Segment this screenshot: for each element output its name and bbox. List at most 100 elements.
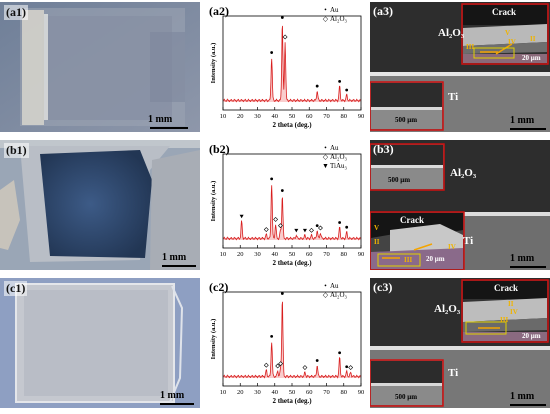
- peak-marker-al2o3: [263, 227, 269, 232]
- x-tick-label: 90: [358, 389, 365, 396]
- row-c: (c1) 1 mm 10 20 30 40 50 60 70 80 90 2 theta (deg…: [0, 276, 550, 412]
- sem-image-c3: (c3) Al₂O₃ Ti Crack IV II III 20 μm 500 …: [370, 278, 550, 408]
- xrd-plot-b2: 10 20 30 40 50 60 70 80 90 2 theta (deg.) Intensit…: [210, 153, 365, 267]
- peak-marker-al2o3: [348, 365, 354, 370]
- peak-marker-au: [315, 359, 319, 362]
- row-a: (a1) 1 mm 10 20 30 40 50 60 70 80 90 2 theta (deg…: [0, 0, 550, 136]
- peak-marker-au: [280, 292, 284, 295]
- peak-marker-au: [338, 351, 342, 355]
- peak-marker-al2o3: [278, 223, 283, 229]
- scale-bar-b3: [510, 266, 546, 268]
- x-tick-label: 30: [254, 251, 261, 258]
- optical-photo-a1: (a1) 1 mm: [0, 2, 200, 132]
- material-label-lower: Ti: [463, 235, 474, 247]
- material-label-lower: Ti: [448, 367, 459, 379]
- optical-photo-b1: (b1) 1 mm: [0, 140, 200, 270]
- roman-label: II: [508, 300, 514, 308]
- peak-marker-au: [345, 88, 349, 92]
- x-tick-label: 20: [237, 251, 244, 258]
- peak-marker-tiau3: [239, 214, 244, 219]
- panel-label-c1: (c1): [4, 281, 28, 296]
- legend-c2: • Au ◇ Al₂O₃: [321, 282, 347, 300]
- optical-image-b1: [0, 140, 200, 270]
- roman-label: V: [374, 224, 380, 232]
- x-tick-label: 40: [272, 113, 279, 120]
- scale-bar-a3: [510, 128, 546, 130]
- x-tick-label: 60: [306, 113, 313, 120]
- inset-scale-label: 20 μm: [522, 332, 541, 340]
- optical-photo-c1: (c1) 1 mm: [0, 278, 200, 408]
- scale-label-a3: 1 mm: [510, 115, 535, 126]
- roman-label: IV: [448, 243, 456, 251]
- legend-item: ◇ Al₂O₃: [322, 15, 347, 23]
- xrd-plot-c2: 10 20 30 40 50 60 70 80 90 2 theta (deg.) Intensit…: [210, 291, 365, 405]
- panel-label-a3: (a3): [373, 4, 393, 18]
- sem-cross-section-a3: [370, 2, 550, 132]
- scale-bar-a1: [150, 127, 188, 129]
- x-tick-label: 10: [220, 251, 227, 258]
- crack-label: Crack: [494, 283, 518, 293]
- xrd-plot-a2: 10 20 30 40 50 60 70 80 90 2 theta (deg.) Intensit…: [210, 15, 365, 129]
- x-tick-label: 20: [237, 113, 244, 120]
- legend-item: • Au: [324, 6, 339, 14]
- legend-item: ◇ Al₂O₃: [322, 291, 347, 299]
- peak-marker-al2o3: [275, 363, 281, 369]
- x-tick-label: 60: [306, 389, 313, 396]
- roman-label: II: [374, 238, 380, 246]
- optical-image-c1: [0, 278, 200, 408]
- x-tick-label: 70: [323, 113, 330, 120]
- panel-label-a1: (a1): [4, 5, 28, 20]
- x-tick-label: 90: [358, 251, 365, 258]
- legend-item: • Au: [324, 282, 339, 290]
- panel-label-b2: (b2): [209, 142, 230, 156]
- inset-scale-label: 500 μm: [395, 393, 418, 401]
- scale-label-b1: 1 mm: [162, 252, 187, 263]
- x-tick-label: 70: [323, 251, 330, 258]
- peak-marker-al2o3: [263, 362, 269, 368]
- peak-marker-au: [338, 221, 342, 224]
- legend-a2: • Au ◇ Al₂O₃: [321, 6, 347, 24]
- inset-scale-label: 500 μm: [388, 176, 411, 184]
- x-tick-label: 40: [272, 251, 279, 258]
- x-tick-label: 20: [237, 389, 244, 396]
- y-axis-label: Intensity (a.u.): [210, 319, 217, 360]
- optical-image-a1: [0, 2, 200, 132]
- x-tick-label: 70: [323, 389, 330, 396]
- peak-marker-al2o3: [282, 34, 288, 40]
- sem-image-a3: (a3) Al₂O₃ Ti Crack V II III IV 20 μm 50…: [370, 2, 550, 132]
- crack-label: Crack: [492, 7, 516, 17]
- xrd-trace: [223, 25, 362, 103]
- x-tick-label: 30: [254, 389, 261, 396]
- peak-marker-au: [338, 80, 342, 83]
- x-axis-label: 2 theta (deg.): [272, 121, 312, 129]
- peak-marker-al2o3: [309, 227, 314, 233]
- material-label-upper: Al₂O₃: [450, 167, 477, 179]
- peak-marker-au: [345, 225, 349, 229]
- peak-marker-au: [280, 189, 284, 192]
- x-tick-label: 40: [272, 389, 279, 396]
- peak-marker-au: [345, 365, 349, 369]
- x-tick-label: 50: [289, 251, 296, 258]
- panel-label-c3: (c3): [373, 280, 393, 294]
- scale-label-b3: 1 mm: [510, 253, 535, 264]
- y-axis-label: Intensity (a.u.): [210, 43, 217, 84]
- sem-image-b3: (b3) Al₂O₃ Ti 500 μm Crack V II IV III 2…: [370, 140, 550, 270]
- x-tick-label: 10: [220, 389, 227, 396]
- scale-bar-c3: [510, 404, 546, 406]
- peak-marker-au: [270, 334, 274, 338]
- roman-label: III: [500, 316, 509, 324]
- peak-marker-au: [280, 16, 284, 19]
- peak-marker-tiau3: [302, 228, 307, 233]
- scale-bar-b1: [162, 265, 196, 267]
- panel-label-b3: (b3): [373, 142, 394, 156]
- panel-label-a2: (a2): [209, 4, 229, 18]
- inset-scale-label: 500 μm: [395, 116, 418, 124]
- peak-marker-au: [315, 84, 319, 88]
- x-tick-label: 80: [341, 113, 348, 120]
- sem-cross-section-b3: [370, 140, 550, 270]
- material-label-upper: Al₂O₃: [434, 303, 461, 315]
- panel-label-b1: (b1): [4, 143, 29, 158]
- x-tick-label: 50: [289, 113, 296, 120]
- x-tick-label: 90: [358, 113, 365, 120]
- scale-label-c3: 1 mm: [510, 391, 535, 402]
